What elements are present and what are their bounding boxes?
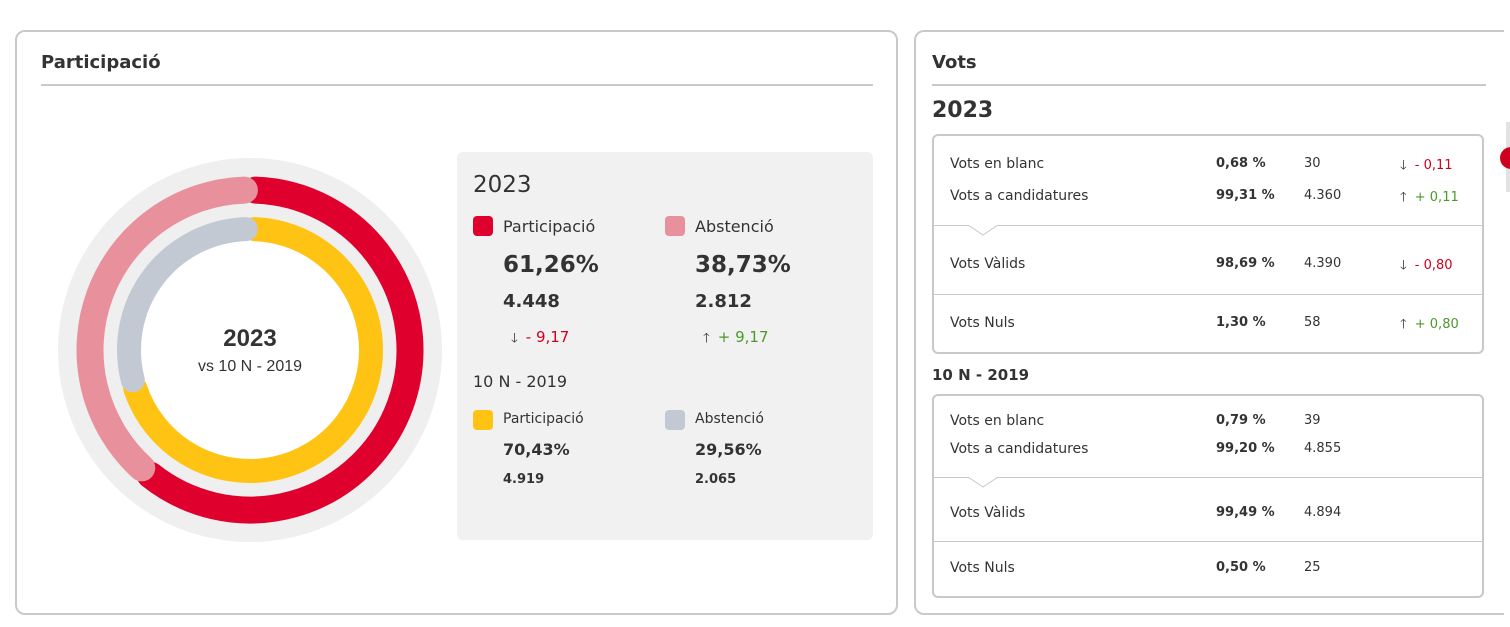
arrow-up-icon: 🡑 [703,331,710,346]
abstencio-2023-count: 2.812 [695,291,752,312]
legend-swatch-participacio-2019 [473,410,493,430]
stats-current-year: 2023 [473,172,532,198]
vots-row-delta: 🡑 + 0,80 [1400,315,1459,337]
legend-swatch-abstencio-2019 [665,410,685,430]
vots-row-label: Vots Nuls [950,315,1015,331]
abstencio-2023-delta: 🡑 + 9,17 [703,328,769,351]
participacio-2023-delta-value: - 9,17 [525,328,570,346]
abstencio-2023-delta-value: + 9,17 [717,328,769,346]
participacio-title: Participació [41,52,161,73]
vots-row-divider [934,225,1482,226]
vots-row-pct: 98,69 % [1216,256,1275,271]
vots-row-divider [934,294,1482,295]
vots-row-count: 58 [1304,315,1321,330]
vots-row-delta-value: + 0,11 [1414,190,1459,205]
side-tab-button[interactable] [1500,147,1510,169]
legend-label-abstencio-2019: Abstenció [695,411,764,427]
vots-row-label: Vots a candidatures [950,188,1089,204]
vots-row-count: 25 [1304,560,1321,575]
legend-label-abstencio-2023: Abstenció [695,217,774,236]
vots-row-pct: 99,49 % [1216,505,1275,520]
vots-2023-box: Vots en blanc 0,68 % 30 🡓 - 0,11 Vots a c… [932,134,1484,354]
vots-2019-box: Vots en blanc 0,79 % 39 Vots a candidatu… [932,394,1484,598]
vots-title: Vots [932,52,977,73]
vots-row-count: 4.855 [1304,441,1342,456]
legend-label-participacio-2019: Participació [503,411,584,427]
vots-row-count: 4.894 [1304,505,1342,520]
donut-slice-10-n---2019-abstenció[interactable] [117,217,258,393]
participacio-card: Participació 2023 vs 10 N - 2019 2023 Pa… [15,30,898,615]
arrow-down-icon: 🡓 [1400,158,1407,173]
vots-row-count: 30 [1304,156,1321,171]
vots-row-delta: 🡑 + 0,11 [1400,188,1459,210]
donut-slice-2023-abstenció[interactable] [76,176,258,482]
vots-row-pct: 0,68 % [1216,156,1266,171]
vots-row-label: Vots a candidatures [950,441,1089,457]
vots-previous-year: 10 N - 2019 [932,366,1030,384]
donut-hole [138,238,362,462]
donut-center-year: 2023 [223,325,276,352]
donut-slice-2023-participació[interactable] [136,176,424,524]
vots-row-delta-value: - 0,80 [1414,258,1453,273]
vots-row-pct: 0,79 % [1216,413,1266,428]
participacio-title-divider [41,84,873,86]
arrow-down-icon: 🡓 [511,331,518,346]
vots-row-label: Vots Vàlids [950,256,1026,272]
legend-label-participacio-2023: Participació [503,217,596,236]
abstencio-2023-pct: 38,73% [695,252,791,278]
vots-title-divider [932,84,1486,86]
caret-down-icon [968,225,998,236]
vots-row-delta: 🡓 - 0,11 [1400,156,1453,178]
participation-stats-panel: 2023 Participació 61,26% 4.448 🡓 - 9,17 A… [457,152,873,540]
arrow-down-icon: 🡓 [1400,258,1407,273]
vots-row-pct: 99,20 % [1216,441,1275,456]
vots-row-divider [934,541,1482,542]
vots-row-label: Vots Vàlids [950,505,1026,521]
donut-slice-10-n---2019-participació[interactable] [123,217,383,483]
vots-card: Vots 2023 Vots en blanc 0,68 % 30 🡓 - 0,1… [914,30,1504,615]
arrow-up-icon: 🡑 [1400,190,1407,205]
participacio-2019-count: 4.919 [503,472,545,487]
vots-row-delta-value: - 0,11 [1414,158,1453,173]
caret-down-icon [968,477,998,488]
donut-center-subtitle: vs 10 N - 2019 [198,358,302,375]
vots-current-year: 2023 [932,98,994,123]
abstencio-2019-count: 2.065 [695,472,737,487]
vots-row-label: Vots Nuls [950,560,1015,576]
legend-swatch-participacio-2023 [473,216,493,236]
participacio-2023-delta: 🡓 - 9,17 [511,328,569,351]
vots-row-label: Vots en blanc [950,413,1045,429]
participacio-2023-pct: 61,26% [503,252,599,278]
participacio-2023-count: 4.448 [503,291,560,312]
participacio-2019-pct: 70,43% [503,440,570,459]
vots-row-divider [934,477,1482,478]
vots-row-count: 39 [1304,413,1321,428]
vots-row-pct: 1,30 % [1216,315,1266,330]
stats-previous-year: 10 N - 2019 [473,372,568,391]
abstencio-2019-pct: 29,56% [695,440,762,459]
vots-row-count: 4.390 [1304,256,1342,271]
legend-swatch-abstencio-2023 [665,216,685,236]
participation-donut-chart: 2023 vs 10 N - 2019 [58,158,442,542]
vots-row-delta-value: + 0,80 [1414,317,1459,332]
vots-row-pct: 0,50 % [1216,560,1266,575]
vots-row-label: Vots en blanc [950,156,1045,172]
vots-row-delta: 🡓 - 0,80 [1400,256,1453,278]
vots-row-count: 4.360 [1304,188,1342,203]
arrow-up-icon: 🡑 [1400,317,1407,332]
vots-row-pct: 99,31 % [1216,188,1275,203]
